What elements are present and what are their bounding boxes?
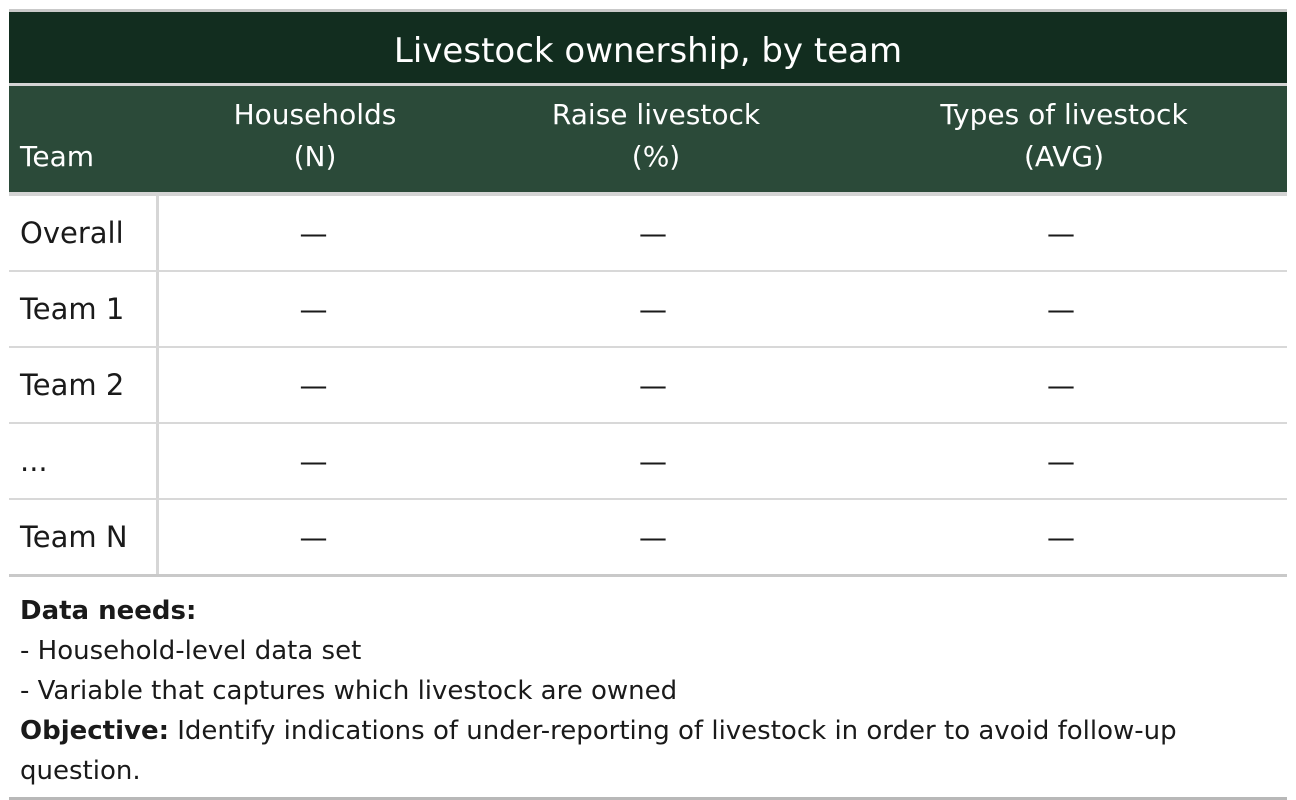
header-raise-livestock: Raise livestock (%) bbox=[471, 86, 841, 192]
data-needs-item: - Household-level data set bbox=[20, 636, 362, 666]
table-body: Overall — — — Team 1 — — — Team 2 — — — … bbox=[9, 196, 1287, 577]
types-of-livestock-cell: — bbox=[1047, 292, 1075, 326]
households-cell: — bbox=[299, 444, 328, 478]
types-of-livestock-cell: — bbox=[1047, 444, 1075, 478]
header-households: Households (N) bbox=[159, 86, 471, 192]
table-title: Livestock ownership, by team bbox=[393, 30, 903, 71]
raise-livestock-cell: — bbox=[639, 368, 667, 402]
row-team-cell: Team 2 bbox=[9, 348, 159, 422]
raise-livestock-cell: — bbox=[639, 520, 667, 554]
header-households-line2: (N) bbox=[293, 140, 337, 173]
objective-line: Objective: Identify indications of under… bbox=[20, 711, 1276, 791]
data-needs-label: Data needs: bbox=[20, 596, 197, 626]
header-households-line1: Households bbox=[233, 98, 397, 131]
row-team-cell: Team N bbox=[9, 500, 159, 574]
top-rule bbox=[9, 9, 1287, 12]
table-row: Team N — — — bbox=[9, 498, 1287, 574]
row-team-cell: Overall bbox=[9, 196, 159, 270]
header-types-of-livestock: Types of livestock (AVG) bbox=[841, 86, 1287, 192]
households-cell: — bbox=[299, 216, 328, 250]
header-raise-line1: Raise livestock bbox=[551, 98, 761, 131]
table-row: Overall — — — bbox=[9, 196, 1287, 270]
livestock-table: Livestock ownership, by team Team Househ… bbox=[9, 9, 1287, 800]
row-team-cell: Team 1 bbox=[9, 272, 159, 346]
row-team-cell: ... bbox=[9, 424, 159, 498]
raise-livestock-cell: — bbox=[639, 444, 667, 478]
table-row: ... — — — bbox=[9, 422, 1287, 498]
header-types-line1: Types of livestock bbox=[940, 98, 1188, 131]
table-notes: Data needs: - Household-level data set -… bbox=[9, 577, 1287, 800]
households-cell: — bbox=[299, 368, 328, 402]
header-raise-line2: (%) bbox=[631, 140, 681, 173]
types-of-livestock-cell: — bbox=[1047, 216, 1075, 250]
data-needs-item: - Variable that captures which livestock… bbox=[20, 676, 678, 706]
types-of-livestock-cell: — bbox=[1047, 368, 1075, 402]
objective-label: Objective: bbox=[20, 716, 169, 746]
column-header-row: Team Households (N) Raise livestock (%) … bbox=[9, 86, 1287, 196]
raise-livestock-cell: — bbox=[639, 216, 667, 250]
types-of-livestock-cell: — bbox=[1047, 520, 1075, 554]
households-cell: — bbox=[299, 520, 328, 554]
households-cell: — bbox=[299, 292, 328, 326]
table-row: Team 1 — — — bbox=[9, 270, 1287, 346]
objective-text: Identify indications of under-reporting … bbox=[20, 716, 1177, 786]
header-team: Team bbox=[9, 86, 159, 192]
raise-livestock-cell: — bbox=[639, 292, 667, 326]
table-title-bar: Livestock ownership, by team bbox=[9, 12, 1287, 86]
header-team-label: Team bbox=[20, 140, 95, 173]
header-types-line2: (AVG) bbox=[1023, 140, 1105, 173]
table-row: Team 2 — — — bbox=[9, 346, 1287, 422]
